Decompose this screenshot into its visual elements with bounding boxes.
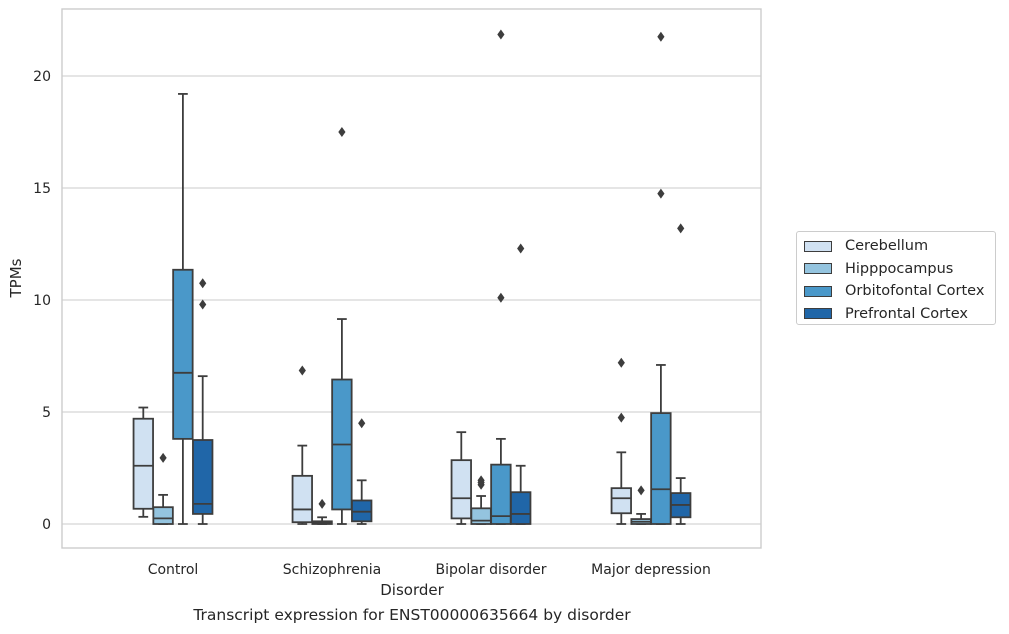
legend-label: Cerebellum (845, 238, 929, 255)
legend-swatch (804, 308, 832, 320)
x-tick-label: Bipolar disorder (435, 562, 546, 578)
box-prefrontal-cortex-0 (192, 278, 214, 525)
outlier-point (637, 485, 645, 496)
iqr-box (192, 439, 214, 515)
x-tick-label: Major depression (591, 562, 711, 578)
legend-label: Hipppocampus (845, 260, 954, 277)
y-tick-label: 20 (33, 69, 51, 85)
box-hipppocampus-2 (470, 475, 492, 525)
box-prefrontal-cortex-3 (670, 223, 692, 525)
box-cerebellum-0 (132, 406, 154, 518)
legend-item: Prefrontal Cortex (797, 303, 995, 326)
box-orbitofontal-cortex-2 (490, 29, 512, 525)
x-tick-label: Schizophrenia (283, 562, 381, 578)
plot-area-frame (61, 8, 762, 549)
legend-swatch (804, 263, 832, 275)
axis-tick-labels: 0 5 10 15 20 Control Schizophrenia Bipolar diso… (33, 69, 711, 578)
iqr-box (291, 474, 313, 524)
legend-item: Orbitofontal Cortex (797, 280, 995, 303)
outlier-point (358, 418, 366, 429)
outlier-point (517, 243, 525, 254)
outlier-point (497, 292, 505, 303)
legend-label: Prefrontal Cortex (845, 305, 968, 322)
box-orbitofontal-cortex-0 (172, 93, 194, 525)
box-orbitofontal-cortex-3 (650, 31, 672, 525)
outlier-point (617, 412, 625, 423)
outlier-point (318, 498, 326, 509)
legend-item: Cerebellum (797, 235, 995, 258)
x-tick-label: Control (148, 562, 199, 578)
legend-swatch (804, 240, 832, 252)
iqr-box (470, 507, 492, 525)
box-hipppocampus-0 (152, 452, 174, 525)
iqr-box (650, 412, 672, 525)
box-hipppocampus-1 (311, 498, 333, 525)
iqr-box (610, 487, 632, 515)
outlier-point (199, 278, 207, 289)
box-groups (132, 29, 692, 525)
iqr-box (172, 268, 194, 440)
box-prefrontal-cortex-2 (510, 243, 532, 525)
outlier-point (298, 365, 306, 376)
iqr-box (152, 506, 174, 525)
outlier-point (617, 357, 625, 368)
outlier-point (657, 31, 665, 42)
box-prefrontal-cortex-1 (351, 418, 373, 525)
outlier-point (477, 475, 485, 486)
box-hipppocampus-3 (630, 485, 652, 525)
box-cerebellum-2 (450, 431, 472, 525)
outlier-point (497, 29, 505, 40)
iqr-box (450, 459, 472, 520)
y-tick-label: 10 (33, 293, 51, 309)
legend-item: Hipppocampus (797, 258, 995, 281)
y-tick-label: 0 (42, 517, 51, 533)
outlier-point (199, 299, 207, 310)
y-tick-label: 15 (33, 181, 51, 197)
iqr-box (132, 417, 154, 510)
outlier-point (338, 127, 346, 137)
box-cerebellum-3 (610, 357, 632, 525)
legend-label: Orbitofontal Cortex (845, 283, 985, 300)
figure-caption: Transcript expression for ENST0000063566… (193, 606, 631, 624)
x-axis-label: Disorder (380, 581, 444, 599)
y-axis-label: TPMs (7, 258, 25, 298)
iqr-box (510, 491, 532, 525)
outlier-point (159, 452, 167, 463)
box-orbitofontal-cortex-1 (331, 127, 353, 525)
y-tick-label: 5 (42, 405, 51, 421)
iqr-box (490, 463, 512, 525)
legend: Cerebellum Hipppocampus Orbitofontal Corte… (796, 231, 996, 325)
outlier-point (677, 223, 685, 234)
outlier-point (657, 188, 665, 199)
legend-swatch (804, 285, 832, 297)
box-cerebellum-1 (291, 365, 313, 525)
